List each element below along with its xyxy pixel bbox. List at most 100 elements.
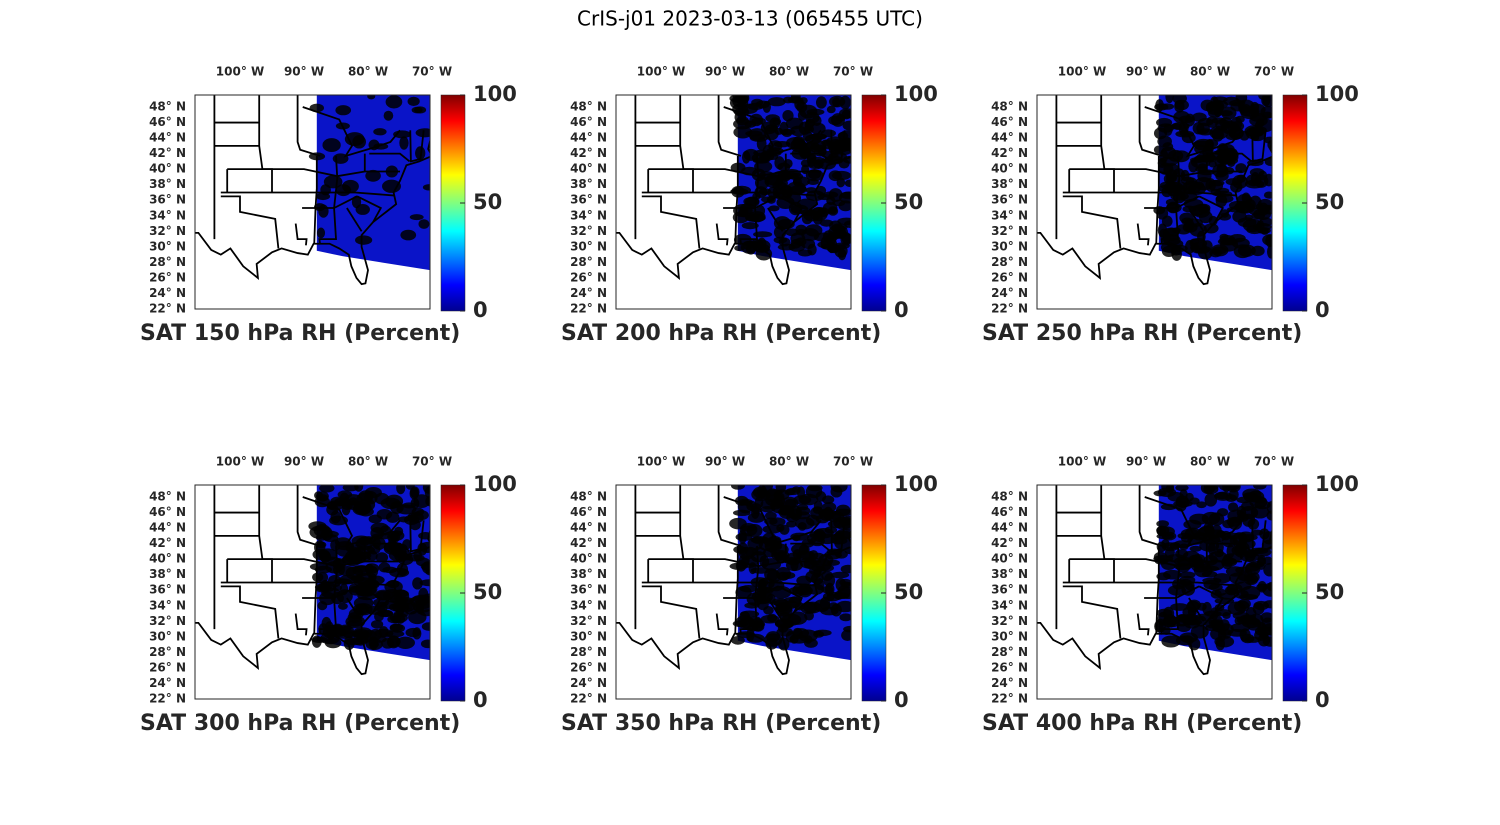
state-border (1069, 168, 1242, 178)
data-blob (385, 494, 404, 509)
lat-label: 22° N (149, 302, 186, 316)
data-blob (1237, 194, 1253, 206)
data-blob (797, 109, 807, 121)
data-blob (792, 627, 803, 640)
data-blob (407, 512, 417, 523)
data-blob (790, 95, 801, 104)
lat-label: 40° N (570, 552, 607, 566)
lat-label: 34° N (570, 598, 607, 612)
lon-label: 70° W (833, 65, 873, 79)
data-blob (730, 635, 745, 645)
state-border (777, 195, 804, 223)
data-blob (1161, 635, 1181, 648)
lat-label: 30° N (149, 629, 186, 643)
data-blob (1235, 581, 1252, 591)
data-blob (747, 512, 766, 523)
data-blob (1242, 492, 1259, 500)
state-border (1188, 207, 1205, 232)
lat-label: 24° N (991, 286, 1028, 300)
data-blob (805, 111, 820, 124)
lat-label: 42° N (991, 146, 1028, 160)
data-blob (1263, 191, 1272, 199)
data-blob (313, 524, 331, 538)
data-blob (1210, 619, 1224, 626)
state-border (1062, 191, 1237, 197)
data-blob (1156, 207, 1169, 220)
state-border (717, 95, 742, 157)
lat-label: 44° N (570, 521, 607, 535)
lat-label: 46° N (570, 115, 607, 129)
data-blob (399, 136, 409, 150)
data-blob (1257, 621, 1267, 633)
state-border (734, 155, 739, 244)
data-blob (355, 603, 373, 616)
data-blob (1211, 244, 1229, 257)
data-blob (831, 170, 851, 181)
state-border (1069, 558, 1242, 568)
data-blob (1251, 212, 1265, 220)
lat-label: 40° N (991, 162, 1028, 176)
lat-label: 36° N (570, 193, 607, 207)
data-blob (396, 504, 417, 515)
lat-label: 28° N (570, 255, 607, 269)
data-blob (1189, 545, 1202, 552)
data-blob (821, 586, 834, 594)
lat-label: 26° N (991, 270, 1028, 284)
data-blob (1262, 582, 1272, 597)
data-blob (815, 514, 830, 524)
state-border (1188, 597, 1205, 622)
lat-label: 26° N (570, 270, 607, 284)
map-frame (615, 94, 852, 310)
data-blob (407, 96, 420, 106)
data-blob (1160, 103, 1175, 110)
data-blob (398, 516, 410, 523)
data-blob (1263, 563, 1272, 577)
state-border (1155, 155, 1160, 244)
data-blob (1262, 636, 1272, 647)
data-blob (1192, 203, 1211, 218)
map-panel: 100° W 90° W 80° W 70° W 48° N46° N 44° N42° … (982, 455, 1359, 737)
lon-label: 70° W (1254, 455, 1294, 469)
lat-label: 22° N (149, 692, 186, 706)
data-blob (374, 611, 384, 622)
data-blob (1260, 227, 1269, 235)
data-blob (338, 602, 348, 610)
data-blob (1249, 128, 1267, 142)
data-blob (820, 129, 836, 138)
data-blob (395, 636, 415, 649)
state-border (1136, 223, 1150, 246)
state-border (830, 130, 846, 163)
colorbar-label: 0 (894, 688, 909, 712)
data-blob (1153, 551, 1168, 563)
colorbar-label: 50 (473, 190, 502, 214)
data-blob (842, 581, 851, 589)
state-border (220, 585, 280, 639)
data-blob (1180, 528, 1200, 539)
coastline (616, 530, 851, 676)
data-blob (1181, 217, 1193, 226)
map-frame (1036, 94, 1273, 310)
data-blob (802, 131, 814, 142)
lat-label: 40° N (991, 552, 1028, 566)
lat-label: 32° N (991, 614, 1028, 628)
lat-label: 26° N (149, 270, 186, 284)
data-blob (793, 176, 802, 187)
data-blob (1229, 99, 1246, 107)
data-blob (1253, 485, 1267, 490)
lat-label: 36° N (149, 193, 186, 207)
state-border (356, 195, 383, 223)
data-blob (1189, 513, 1210, 525)
data-blob (1218, 628, 1227, 642)
data-blob (786, 487, 801, 496)
lat-label: 30° N (570, 239, 607, 253)
lon-label: 70° W (412, 455, 452, 469)
data-blob (418, 219, 430, 229)
lat-label: 46° N (149, 115, 186, 129)
lat-label: 46° N (570, 505, 607, 519)
data-blob (1213, 100, 1225, 113)
data-blob (1214, 588, 1227, 596)
data-blob (370, 526, 385, 540)
lat-label: 28° N (991, 255, 1028, 269)
data-blob (382, 566, 398, 574)
map-frame (194, 484, 431, 700)
